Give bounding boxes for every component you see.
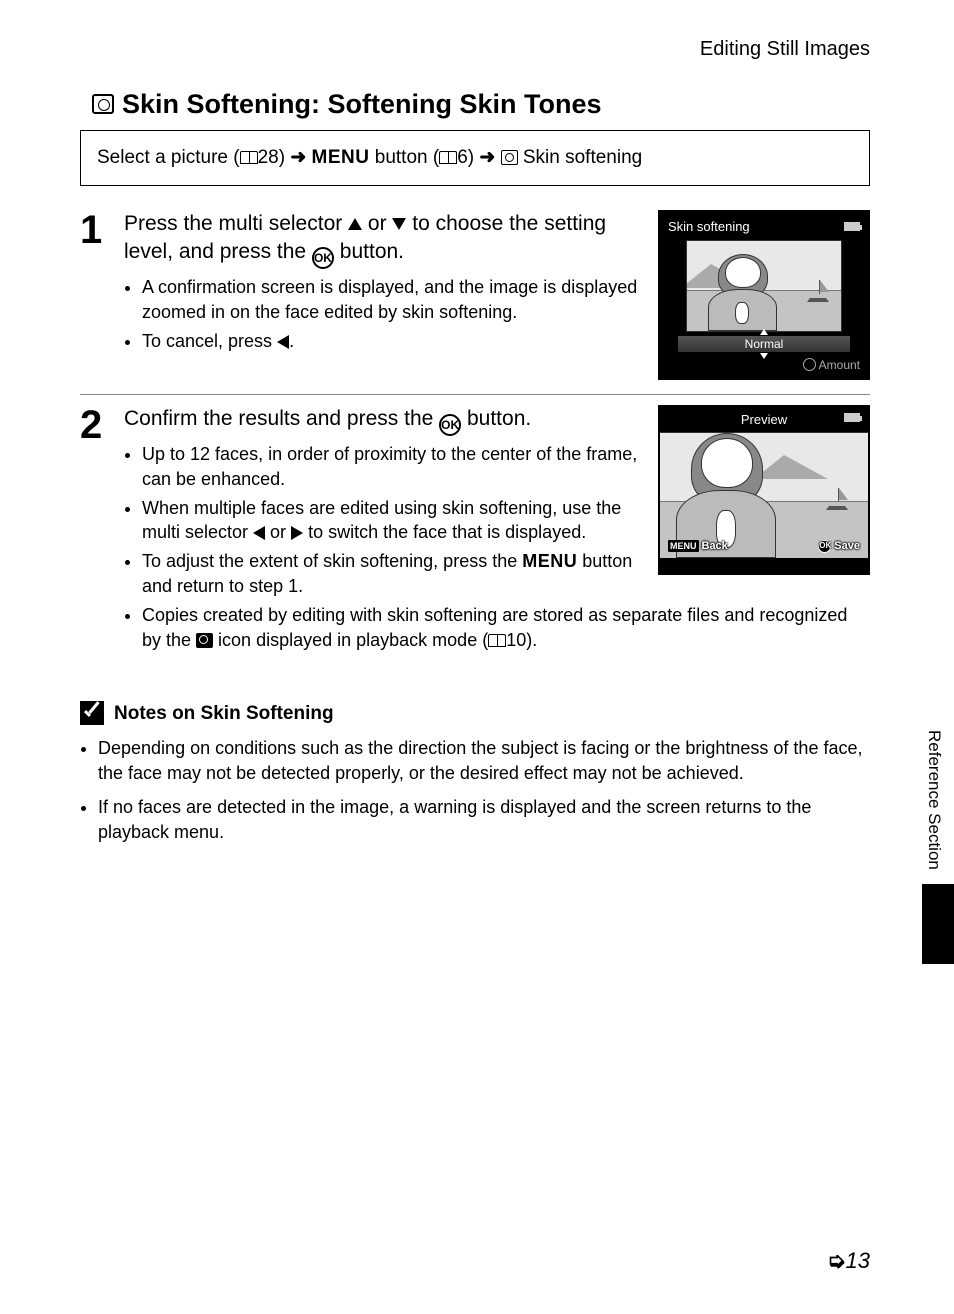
bullet: To cancel, press . (142, 329, 638, 354)
ok-icon: OK (818, 540, 831, 553)
bullet: A confirmation screen is displayed, and … (142, 275, 638, 325)
battery-icon (844, 413, 860, 422)
ok-icon: OK (439, 414, 461, 436)
step-title: Press the multi selector or to choose th… (124, 210, 638, 269)
up-icon (348, 218, 362, 230)
ref-section-icon: ➭ (827, 1246, 839, 1276)
lcd-title: Preview (741, 412, 787, 427)
breadcrumb-text: Select a picture ( (97, 147, 240, 168)
page-title: Skin Softening: Softening Skin Tones (92, 86, 602, 122)
bullet: Up to 12 faces, in order of proximity to… (142, 442, 638, 492)
breadcrumb-text: button ( (369, 147, 439, 168)
book-icon (439, 151, 457, 164)
step-number: 2 (80, 405, 110, 657)
lcd-amount-label: Amount (803, 357, 860, 373)
note-item: If no faces are detected in the image, a… (98, 795, 870, 845)
step-1: 1 Press the multi selector or to choose … (80, 200, 870, 395)
ok-icon: OK (312, 247, 334, 269)
side-tab-marker (922, 884, 954, 964)
lcd-save-label: Save (834, 539, 860, 554)
notes-list: Depending on conditions such as the dire… (80, 736, 870, 845)
step-title: Confirm the results and press the OK but… (124, 405, 638, 436)
notes-section: Notes on Skin Softening Depending on con… (80, 701, 870, 845)
step-2: 2 Confirm the results and press the OK b… (80, 395, 870, 671)
step-number: 1 (80, 210, 110, 380)
side-tab: Reference Section (922, 724, 954, 984)
breadcrumb-ref: 6) (457, 147, 479, 168)
check-icon (80, 701, 104, 725)
step-bullets-wide: Copies created by editing with skin soft… (124, 603, 870, 653)
skin-soften-icon (501, 150, 518, 165)
lcd-title: Skin softening (668, 218, 750, 236)
book-icon (488, 634, 506, 647)
arrow-right-icon: ➜ (290, 147, 306, 168)
menu-label: MENU (312, 147, 370, 168)
lcd-back-label: Back (702, 539, 728, 554)
menu-label: MENU (522, 551, 577, 571)
notes-title: Notes on Skin Softening (114, 701, 334, 727)
lcd-level: Normal (678, 336, 850, 352)
book-icon (240, 151, 258, 164)
bullet: When multiple faces are edited using ski… (142, 496, 638, 546)
breadcrumb-text: Skin softening (518, 147, 643, 168)
lcd-screen-preview: Preview MENUBack OKSave (658, 405, 870, 575)
left-icon (253, 526, 265, 540)
arrow-right-icon: ➜ (479, 147, 495, 168)
content-area: 1 Press the multi selector or to choose … (80, 200, 870, 853)
left-icon (277, 335, 289, 349)
down-icon (392, 218, 406, 230)
step-bullets: A confirmation screen is displayed, and … (124, 275, 638, 353)
lcd-thumbnail (686, 240, 842, 332)
skin-soften-icon (92, 94, 114, 114)
bullet: To adjust the extent of skin softening, … (142, 549, 638, 599)
battery-icon (844, 222, 860, 231)
page-number: ➭ 13 (827, 1246, 870, 1276)
side-tab-label: Reference Section (922, 724, 951, 884)
bullet: Copies created by editing with skin soft… (142, 603, 870, 653)
skin-soften-saved-icon (196, 633, 213, 648)
breadcrumb-ref: 28) (258, 147, 291, 168)
breadcrumb: Select a picture (28) ➜ MENU button (6) … (80, 130, 870, 186)
section-header: Editing Still Images (700, 36, 870, 63)
lcd-screen-settings: Skin softening Normal Amount (658, 210, 870, 380)
note-item: Depending on conditions such as the dire… (98, 736, 870, 786)
step-bullets: Up to 12 faces, in order of proximity to… (124, 442, 638, 599)
lcd-preview-image: MENUBack OKSave (660, 432, 868, 558)
menu-icon: MENU (668, 540, 699, 552)
right-icon (291, 526, 303, 540)
page-title-text: Skin Softening: Softening Skin Tones (122, 86, 602, 122)
